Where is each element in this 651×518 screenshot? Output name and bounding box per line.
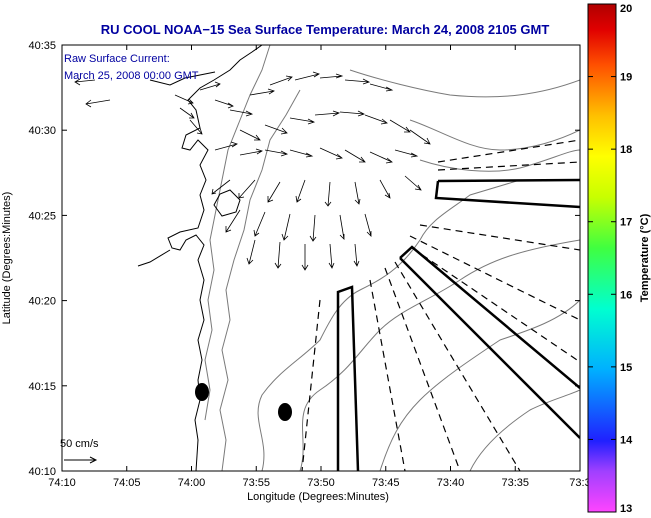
current-label: Raw Surface Current: <box>64 53 170 65</box>
surface-current-vectors <box>74 71 431 271</box>
marker-dot <box>195 383 209 401</box>
map-plot <box>61 44 581 472</box>
colorbar-tick-label: 13 <box>620 503 632 515</box>
scale-arrow <box>64 456 98 464</box>
x-tick-label: 73:35 <box>501 477 529 489</box>
y-tick-label: 40:35 <box>28 40 56 52</box>
marker-dot <box>278 403 292 421</box>
x-tick-label: 73:3 <box>569 477 590 489</box>
x-tick-label: 74:00 <box>178 477 206 489</box>
colorbar-tick-label: 20 <box>620 3 632 15</box>
x-tick-label: 74:10 <box>48 477 76 489</box>
y-tick-label: 40:25 <box>28 210 56 222</box>
x-tick-label: 73:40 <box>437 477 465 489</box>
colorbar-label: Temperature (°C) <box>639 213 651 302</box>
y-tick-label: 40:20 <box>28 296 56 308</box>
x-tick-label: 73:45 <box>372 477 400 489</box>
x-axis-label: Longitude (Degrees:Minutes) <box>247 491 389 503</box>
y-axis: 40:35 40:30 40:25 40:20 40:15 40:10 <box>28 40 580 478</box>
colorbar-tick-label: 16 <box>620 289 632 301</box>
colorbar-tick-label: 15 <box>620 362 632 374</box>
x-tick-label: 74:05 <box>113 477 141 489</box>
y-tick-label: 40:15 <box>28 381 56 393</box>
y-axis-label: Latitude (Degrees:Minutes) <box>1 192 13 325</box>
x-axis: 74:10 74:05 74:00 73:55 73:50 73:45 73:40 73:35… <box>48 45 591 489</box>
colorbar-tick-label: 17 <box>620 217 632 229</box>
bathymetry-contours <box>204 45 580 471</box>
scale-label: 50 cm/s <box>60 438 99 450</box>
colorbar-tick-label: 18 <box>620 144 632 156</box>
y-tick-label: 40:30 <box>28 125 56 137</box>
colorbar-tick-label: 14 <box>620 434 633 446</box>
colorbar: 20 19 18 17 16 15 14 13 Temperature (°C) <box>587 3 651 515</box>
coastline <box>137 45 263 471</box>
colorbar-tick-label: 19 <box>620 72 632 84</box>
y-tick-label: 40:10 <box>28 466 56 478</box>
lease-area-outlines <box>336 178 580 471</box>
current-time: March 25, 2008 00:00 GMT <box>64 70 199 82</box>
map-title: RU COOL NOAA−15 Sea Surface Temperature:… <box>101 22 550 37</box>
x-tick-label: 73:50 <box>307 477 335 489</box>
dashed-lines <box>301 139 580 471</box>
x-tick-label: 73:55 <box>242 477 270 489</box>
